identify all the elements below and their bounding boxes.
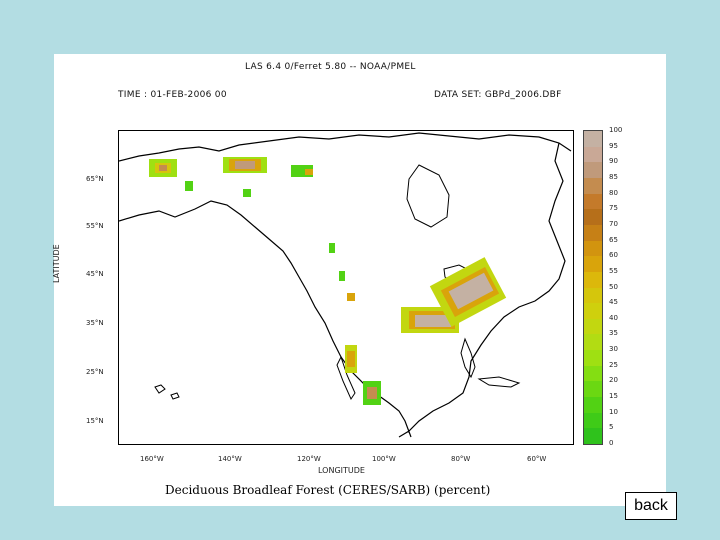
map-caption: Deciduous Broadleaf Forest (CERES/SARB) … — [165, 483, 491, 497]
colorbar-label: 0 — [609, 439, 614, 447]
colorbar-cell — [584, 397, 602, 414]
colorbar-label: 40 — [609, 313, 618, 322]
cuba — [477, 376, 521, 388]
dataset-label: DATA SET: GBPd_2006.DBF — [434, 90, 562, 100]
colorbar-label: 10 — [609, 407, 618, 416]
colorbar-cell — [584, 224, 602, 242]
lat-tick: 15°N — [86, 417, 104, 425]
lat-tick: 55°N — [86, 222, 104, 230]
x-axis-title: LONGITUDE — [318, 466, 365, 475]
colorbar-cell — [584, 334, 602, 351]
hawaii — [154, 384, 180, 400]
lat-tick: 25°N — [86, 368, 104, 376]
colorbar-label: 85 — [609, 172, 618, 181]
colorbar-cell — [584, 287, 602, 304]
map-canvas — [119, 132, 572, 438]
lon-tick: 140°W — [218, 455, 242, 463]
forest-data — [149, 157, 507, 405]
colorbar-label: 60 — [609, 251, 618, 260]
baja — [336, 355, 356, 401]
colorbar-label: 45 — [609, 298, 618, 307]
lat-tick: 35°N — [86, 319, 104, 327]
colorbar-label: 70 — [609, 219, 618, 228]
colorbar — [583, 130, 603, 445]
lat-tick: 65°N — [86, 175, 104, 183]
colorbar-label: 95 — [609, 141, 618, 150]
lon-tick: 160°W — [140, 455, 164, 463]
colorbar-cell — [584, 209, 602, 226]
colorbar-label: 55 — [609, 266, 618, 275]
colorbar-label: 30 — [609, 345, 618, 354]
colorbar-cell — [584, 240, 602, 257]
colorbar-label: 65 — [609, 235, 618, 244]
colorbar-label: 15 — [609, 392, 618, 401]
colorbar-cell — [584, 177, 602, 195]
colorbar-cell — [584, 412, 602, 429]
colorbar-label: 5 — [609, 423, 614, 432]
colorbar-label: 80 — [609, 188, 618, 197]
colorbar-label: 35 — [609, 329, 618, 338]
colorbar-cell — [584, 146, 602, 163]
colorbar-cell — [584, 131, 602, 148]
software-label: LAS 6.4 0/Ferret 5.80 -- NOAA/PMEL — [245, 62, 416, 72]
colorbar-label: 25 — [609, 360, 618, 369]
colorbar-label: 20 — [609, 376, 618, 385]
lon-tick: 60°W — [527, 455, 547, 463]
colorbar-cell — [584, 318, 602, 335]
lon-tick: 80°W — [451, 455, 471, 463]
colorbar-label: 90 — [609, 157, 618, 166]
back-button[interactable]: back — [625, 492, 677, 520]
colorbar-cell — [584, 193, 602, 210]
colorbar-cell — [584, 350, 602, 367]
hudson-bay — [406, 164, 450, 228]
colorbar-cell — [584, 428, 602, 445]
colorbar-cell — [584, 303, 602, 320]
colorbar-label: 50 — [609, 282, 618, 291]
colorbar-cell — [584, 256, 602, 273]
coastline — [119, 132, 572, 438]
colorbar-label: 100 — [609, 126, 623, 134]
colorbar-cell — [584, 162, 602, 179]
colorbar-cell — [584, 365, 602, 382]
lat-tick: 45°N — [86, 270, 104, 278]
lon-tick: 100°W — [372, 455, 396, 463]
colorbar-cell — [584, 381, 602, 398]
map-frame — [118, 130, 574, 445]
florida — [460, 337, 476, 379]
lon-tick: 120°W — [297, 455, 321, 463]
colorbar-label: 75 — [609, 204, 618, 213]
time-label: TIME : 01-FEB-2006 00 — [118, 90, 227, 100]
colorbar-cell — [584, 271, 602, 288]
y-axis-title: LATITUDE — [52, 244, 61, 283]
